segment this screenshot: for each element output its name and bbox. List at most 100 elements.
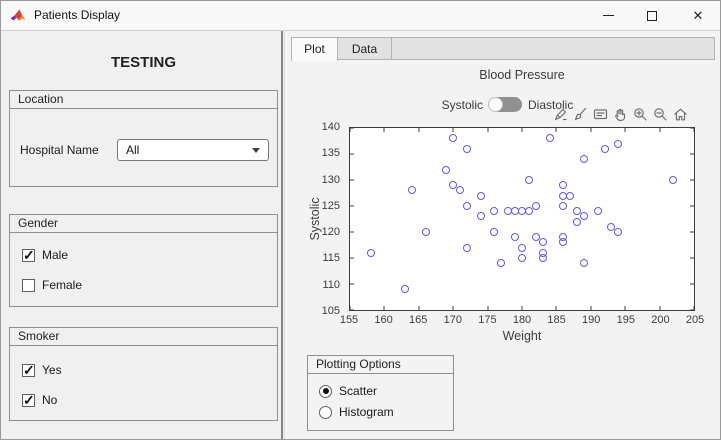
tab-data[interactable]: Data [337,37,392,60]
radio-scatter[interactable]: Scatter [319,384,377,398]
data-point [449,181,458,190]
checkbox-smoker-yes[interactable]: Yes [22,362,62,379]
systolic-diastolic-switch[interactable] [488,97,522,112]
x-tick-label: 180 [512,314,532,326]
radio-histogram[interactable]: Histogram [319,405,394,419]
data-point [462,202,471,210]
maximize-button[interactable] [634,1,670,30]
y-tick-mark [690,205,694,207]
close-icon: ✕ [692,8,704,23]
checkbox-box [22,278,35,292]
x-tick-mark [590,128,592,132]
x-tick-mark [624,306,626,310]
y-tick-mark [350,283,354,285]
data-point [524,207,533,216]
x-tick-mark [590,306,592,310]
x-axis-tick-labels: 155 160 165 170 175 180 185 190 195 200 205 [340,314,704,327]
data-point [607,222,616,231]
x-tick-mark [659,306,661,310]
y-tick-mark [690,283,694,285]
checkbox-female[interactable]: Female [22,278,82,292]
x-tick-label: 190 [582,314,601,326]
x-tick-mark [555,128,557,132]
x-tick-mark [659,128,661,132]
y-tick-label: 105 [321,305,340,317]
data-point [518,243,526,252]
pan-icon[interactable] [612,106,629,123]
y-tick-label: 120 [321,226,340,239]
location-panel: Location Hospital Name All [9,90,278,187]
x-tick-label: 170 [443,314,462,326]
x-tick-mark [693,306,695,310]
y-tick-mark [690,309,694,311]
y-tick-label: 110 [322,278,340,291]
minimize-button[interactable] [590,1,626,30]
y-tick-label: 140 [321,121,340,133]
radio-label: Histogram [339,405,394,419]
export-icon[interactable] [552,106,569,123]
x-tick-label: 155 [339,314,359,326]
checkbox-label: No [42,393,58,407]
data-point [442,165,451,174]
page-title: TESTING [110,54,176,71]
data-point [538,238,547,247]
chevron-down-icon [252,148,260,153]
data-point [511,233,520,242]
x-tick-label: 185 [547,314,566,326]
switch-left-label: Systolic [441,98,483,112]
gender-panel-title: Gender [10,215,277,233]
pane-splitter[interactable] [281,31,283,439]
data-point [401,285,410,294]
data-point [545,134,554,143]
x-tick-mark [487,128,489,132]
switch-knob [488,97,503,112]
x-tick-label: 165 [409,314,428,326]
tab-plot[interactable]: Plot [291,37,338,61]
close-button[interactable]: ✕ [680,1,716,30]
zoom-out-icon[interactable] [652,106,669,123]
y-tick-mark [350,231,354,233]
data-point [579,155,588,164]
y-tick-mark [690,153,694,155]
x-tick-label: 205 [685,314,705,326]
x-tick-label: 175 [478,314,497,326]
data-point [593,207,602,216]
checkbox-male[interactable]: Male [22,247,68,264]
x-tick-label: 200 [651,314,670,326]
axes-toolbar [552,106,689,123]
x-tick-mark [383,128,385,132]
y-tick-mark [690,231,694,233]
y-tick-label: 115 [322,252,340,265]
data-point [449,134,458,143]
data-tips-icon[interactable] [592,106,609,123]
y-tick-mark [690,127,694,129]
checkbox-label: Female [42,278,83,292]
plot-area[interactable] [349,127,695,311]
data-point [490,207,499,216]
hospital-name-dropdown[interactable]: All [117,139,269,161]
restore-view-icon[interactable] [672,106,689,123]
x-tick-label: 160 [374,314,393,326]
hospital-name-value: All [126,143,140,157]
x-tick-mark [521,128,523,132]
data-point [573,207,582,216]
zoom-in-icon[interactable] [632,106,649,123]
data-point [669,176,678,184]
brush-icon[interactable] [572,106,589,123]
data-point [538,254,547,262]
data-point [407,186,416,195]
x-tick-mark [349,128,351,132]
data-point [490,228,499,236]
y-tick-mark [690,257,694,259]
radio-label: Scatter [339,384,378,398]
checkbox-smoker-no[interactable]: No [22,392,58,409]
data-point [600,144,609,153]
data-point [573,217,582,226]
location-panel-title: Location [10,91,277,109]
y-tick-mark [350,309,354,311]
y-tick-mark [690,179,694,181]
data-point [366,248,375,257]
data-point [566,191,575,200]
x-tick-mark [693,128,695,132]
